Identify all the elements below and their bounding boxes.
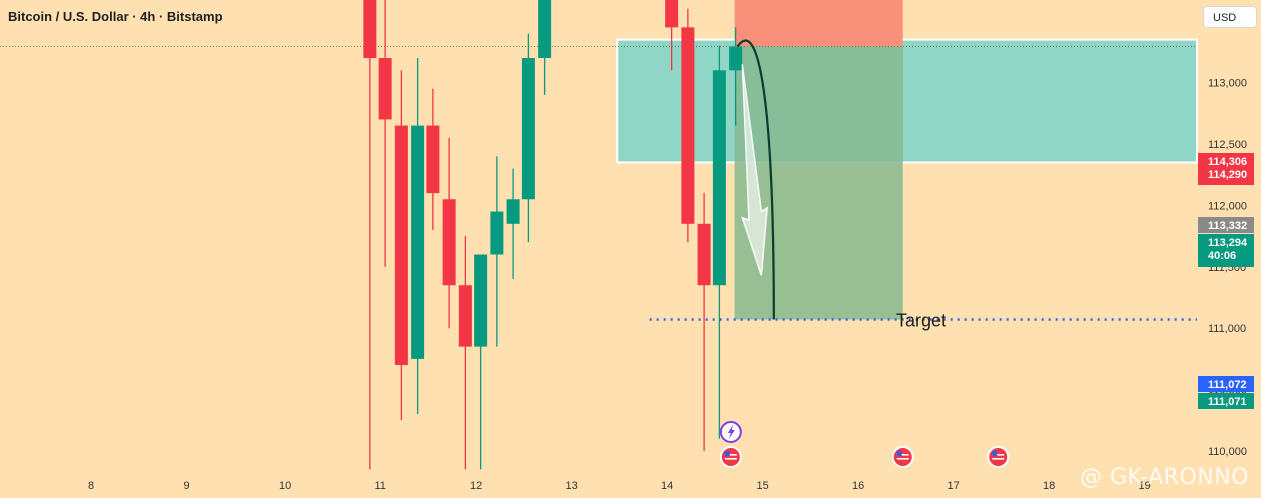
us-event-flag-icon-2-stripe-b [896,458,909,460]
x-tick-label: 9 [184,480,190,492]
stop-loss-zone [734,0,903,47]
y-tick-label: 113,000 [1208,78,1247,90]
x-tick-label: 17 [948,480,960,492]
us-event-flag-icon-2 [891,446,914,468]
current-price-tag-bg [1198,234,1254,267]
candle-body-21 [681,27,695,224]
grey-price-tag-bg [1198,217,1254,233]
candle-body-10 [506,199,520,224]
x-tick-label: 12 [470,480,482,492]
x-tick-label: 14 [661,480,673,492]
projection-curve [736,39,775,320]
x-tick-label: 18 [1043,480,1055,492]
supply-zone [616,38,1198,164]
x-tick-label: 13 [566,480,578,492]
us-event-flag-icon-2-circle [891,446,914,468]
x-tick-label: 19 [1139,480,1151,492]
candle-body-11 [521,58,535,200]
candle-body-6 [442,199,456,286]
stop-loss-price-tag-text: 114,306 [1208,156,1247,168]
us-event-flag-icon [719,446,742,468]
target-price-tag-2-text: 111,071 [1208,396,1247,408]
us-event-flag-icon-canton [724,451,730,456]
candle-body-22 [697,223,711,286]
us-event-flag-icon-stripe-b [724,458,737,460]
us-event-flag-icon-3-stripe-b [992,458,1005,460]
target-price-tag-text: 111,072 [1208,379,1247,391]
candle-body-12 [538,0,552,59]
grey-price-tag-text: 113,332 [1208,220,1247,232]
y-tick-label: 110,000 [1208,446,1247,458]
grey-price-tag: 113,332 [1198,217,1254,233]
y-tick-label: 112,500 [1208,139,1247,151]
us-event-flag-icon-3 [987,446,1010,468]
chart-title: Bitcoin / U.S. Dollar · 4h · Bitstamp [8,9,223,24]
y-tick-label: 112,000 [1208,200,1247,212]
us-event-flag-icon-stripe-a [724,454,737,456]
us-event-flag-icon-2-stripe-a [896,454,909,456]
us-event-flag-icon-3-canton [992,451,998,456]
target-price-tag-2: 111,071 [1198,393,1254,409]
target-zone [734,46,903,320]
stop-loss-price-tag-bg [1198,153,1254,185]
stop-loss-price-tag-text: 114,290 [1208,169,1247,181]
candle-body-8 [474,254,488,347]
candle-body-9 [490,211,504,255]
current-price-tag-text: 113,294 [1208,237,1248,249]
lightning-bolt-icon [727,425,735,439]
candle-body-1 [363,0,377,59]
currency-button[interactable]: USD [1203,6,1257,28]
candle-body-2 [378,58,392,120]
candle-body-20 [665,0,679,28]
us-event-flag-icon-3-stripe-a [992,454,1005,456]
candle-body-23 [712,70,726,286]
target-price-tag: 111,072 [1198,376,1254,392]
candle-body-24 [729,46,743,71]
x-tick-label: 15 [757,480,769,492]
watermark: @ GK-ARONNO [1080,465,1249,490]
target-price-tag-2-bg [1198,393,1254,409]
target-label: Target [896,310,946,330]
target-price-tag-bg [1198,376,1254,392]
candle-body-7 [458,285,472,347]
current-price-tag-text: 40:06 [1208,250,1236,262]
down-arrow-icon [741,64,769,276]
us-event-flag-icon-circle [719,446,742,468]
candle-body-5 [426,125,440,194]
us-event-flag-icon-2-canton [896,451,902,456]
candle-body-4 [411,125,425,359]
x-tick-label: 11 [375,480,386,492]
x-tick-label: 8 [88,480,94,492]
x-tick-label: 10 [279,480,291,492]
y-tick-label: 111,000 [1208,323,1246,335]
x-tick-label: 16 [852,480,864,492]
candle-body-3 [394,125,408,366]
us-event-flag-icon-3-circle [987,446,1010,468]
